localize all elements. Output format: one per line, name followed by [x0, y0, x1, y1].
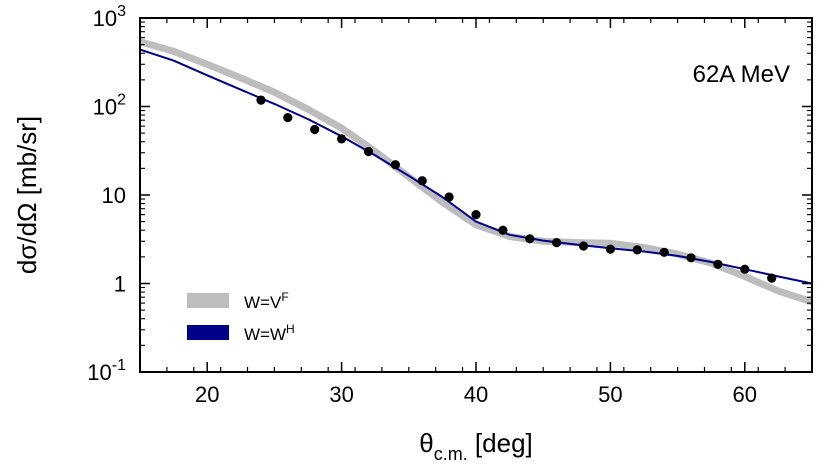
data-point	[390, 160, 400, 170]
legend-label-wh-sup: H	[286, 322, 295, 336]
legend-swatch-wh	[187, 325, 229, 340]
x-axis-title-tail: [deg]	[468, 428, 533, 458]
y-tick-label: 102	[93, 92, 126, 120]
series-line-wh	[140, 48, 812, 285]
data-point	[632, 245, 642, 255]
x-tick-label: 50	[598, 382, 622, 407]
data-point	[417, 176, 427, 186]
y-axis-title: dσ/dΩ [mb/sr]	[12, 116, 42, 274]
legend: W=VF W=WH	[187, 290, 295, 344]
data-point	[310, 124, 320, 135]
x-axis-title-main: θ	[419, 428, 433, 458]
data-point	[578, 241, 589, 251]
data-point	[740, 264, 750, 274]
legend-label-vf-sup: F	[281, 290, 288, 304]
legend-label-vf-base: W=V	[244, 293, 282, 312]
data-point	[605, 244, 616, 254]
y-tick-label: 10	[102, 183, 126, 208]
plot-area	[140, 38, 812, 306]
legend-label-vf: W=VF	[244, 290, 289, 312]
data-point	[713, 259, 723, 269]
data-point	[767, 273, 777, 283]
data-point	[471, 210, 481, 220]
y-axis: 10-1 1 10 102 103	[87, 3, 812, 385]
legend-swatch-vf	[187, 293, 229, 308]
x-tick-label: 20	[195, 382, 219, 407]
y-tick-label: 1	[114, 272, 126, 297]
data-point	[256, 95, 266, 105]
legend-label-wh: W=WH	[244, 322, 295, 344]
data-point	[444, 192, 454, 202]
data-point	[283, 113, 293, 123]
energy-annotation: 62A MeV	[693, 61, 790, 88]
points-layer	[256, 95, 777, 283]
x-axis-title-sub: c.m.	[434, 444, 468, 464]
y-tick-label: 10-1	[87, 357, 126, 385]
legend-label-wh-base: W=W	[244, 325, 286, 344]
data-point	[659, 247, 669, 257]
data-point	[552, 238, 562, 248]
data-point	[498, 225, 508, 235]
data-point	[363, 146, 374, 157]
data-point	[686, 253, 696, 263]
y-tick-label: 103	[93, 3, 126, 31]
x-axis: 20 30 40 50 60	[139, 18, 813, 407]
data-point	[337, 134, 347, 144]
data-point	[525, 234, 535, 244]
x-tick-label: 30	[329, 382, 353, 407]
x-axis-title: θc.m. [deg]	[419, 428, 533, 464]
x-tick-label: 60	[733, 382, 757, 407]
x-tick-label: 40	[464, 382, 488, 407]
line-layer	[140, 48, 812, 285]
